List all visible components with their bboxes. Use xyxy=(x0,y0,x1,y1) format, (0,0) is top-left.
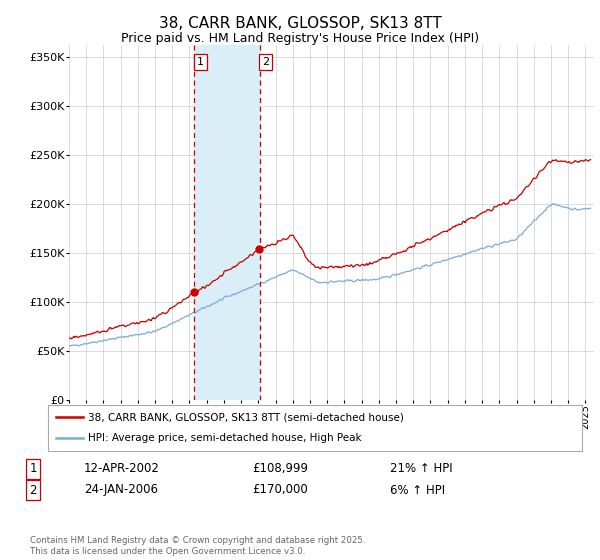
Text: Contains HM Land Registry data © Crown copyright and database right 2025.
This d: Contains HM Land Registry data © Crown c… xyxy=(30,536,365,556)
Text: 38, CARR BANK, GLOSSOP, SK13 8TT (semi-detached house): 38, CARR BANK, GLOSSOP, SK13 8TT (semi-d… xyxy=(88,412,404,422)
Text: 24-JAN-2006: 24-JAN-2006 xyxy=(84,483,158,497)
Text: 2: 2 xyxy=(29,483,37,497)
Text: 2: 2 xyxy=(262,57,269,67)
Text: Price paid vs. HM Land Registry's House Price Index (HPI): Price paid vs. HM Land Registry's House … xyxy=(121,32,479,45)
Text: 1: 1 xyxy=(197,57,204,67)
Text: 12-APR-2002: 12-APR-2002 xyxy=(84,462,160,475)
Text: 6% ↑ HPI: 6% ↑ HPI xyxy=(390,483,445,497)
Text: HPI: Average price, semi-detached house, High Peak: HPI: Average price, semi-detached house,… xyxy=(88,433,362,444)
Text: £170,000: £170,000 xyxy=(252,483,308,497)
Text: 38, CARR BANK, GLOSSOP, SK13 8TT: 38, CARR BANK, GLOSSOP, SK13 8TT xyxy=(158,16,442,31)
Bar xyxy=(194,45,260,400)
Text: 21% ↑ HPI: 21% ↑ HPI xyxy=(390,462,452,475)
Text: £108,999: £108,999 xyxy=(252,462,308,475)
Text: 1: 1 xyxy=(29,462,37,475)
